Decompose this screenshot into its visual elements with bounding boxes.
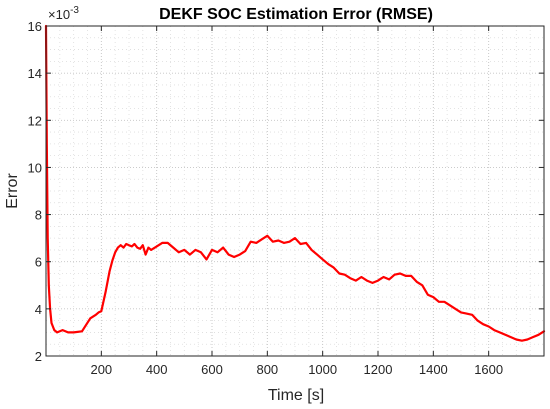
x-tick-label: 600: [201, 362, 223, 377]
series-line: [44, 24, 546, 342]
major-grid: [46, 26, 544, 356]
x-tick-label: 1200: [364, 362, 393, 377]
x-tick-label: 1000: [308, 362, 337, 377]
x-tick-label: 400: [146, 362, 168, 377]
y-axis-exponent: ×10-3: [48, 5, 79, 22]
x-tick-label: 1400: [419, 362, 448, 377]
x-axis-label: Time [s]: [268, 387, 324, 404]
y-tick-label: 10: [28, 160, 42, 175]
y-tick-label: 2: [35, 349, 42, 364]
y-exponent-power: -3: [70, 5, 79, 16]
y-tick-label: 4: [35, 302, 42, 317]
x-tick-label: 200: [90, 362, 112, 377]
y-tick-label: 14: [28, 66, 42, 81]
data-layer: [44, 24, 546, 342]
y-axis-ticks: 2 4 6 8 10 12 14 16: [28, 19, 544, 364]
x-tick-label: 1600: [474, 362, 503, 377]
plot-frame: [45, 25, 545, 357]
y-tick-label: 16: [28, 19, 42, 34]
y-tick-label: 6: [35, 255, 42, 270]
chart-title: DEKF SOC Estimation Error (RMSE): [159, 6, 433, 23]
y-tick-label: 8: [35, 208, 42, 223]
x-axis-ticks: 200 400 600 800 1000 1200 1400 1600: [90, 26, 503, 377]
y-exponent-base: ×10: [48, 7, 70, 22]
y-tick-label: 12: [28, 113, 42, 128]
y-axis-label: Error: [4, 173, 21, 209]
x-tick-label: 800: [256, 362, 278, 377]
